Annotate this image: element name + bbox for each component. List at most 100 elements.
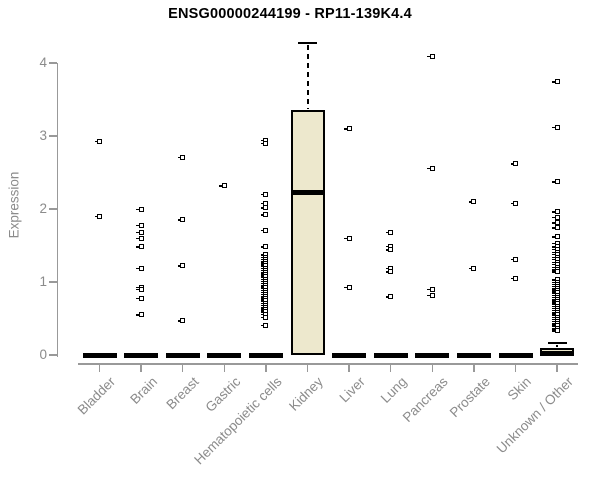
outlier-point (136, 244, 144, 250)
outlier-point (136, 222, 144, 228)
x-axis-tick (98, 363, 101, 372)
y-axis-label: Expression (6, 171, 22, 239)
median-line (456, 352, 491, 358)
outlier-point (136, 295, 144, 301)
median-line (498, 352, 533, 358)
outlier-point (385, 247, 394, 253)
outlier-point (260, 191, 269, 197)
outlier-point (136, 286, 144, 292)
median-line (540, 351, 575, 357)
outlier-point (260, 244, 269, 250)
y-axis-tick (49, 208, 57, 210)
outlier-point (468, 199, 477, 205)
median-line (248, 352, 283, 358)
y-axis-tick (49, 62, 57, 64)
x-axis-tick (265, 363, 267, 372)
median-line (165, 352, 200, 358)
outlier-point (136, 312, 144, 318)
x-category-label: Liver (336, 374, 368, 406)
outlier-point (344, 284, 352, 290)
y-axis-tick (49, 281, 57, 283)
chart-title: ENSG00000244199 - RP11-139K4.4 (168, 6, 412, 22)
median-line (124, 352, 159, 358)
outlier-point (177, 154, 186, 160)
x-category-label: Unknown / Other (493, 374, 576, 457)
outlier-point (468, 265, 477, 271)
y-tick-label: 4 (39, 55, 47, 70)
y-axis-tick (49, 135, 57, 137)
outlier-point (427, 165, 435, 171)
x-axis-tick (473, 363, 475, 372)
median-line (373, 352, 408, 358)
y-tick-label: 0 (39, 347, 47, 362)
x-axis-tick (431, 363, 434, 372)
whisker-line (556, 345, 559, 347)
outlier-point (385, 229, 394, 235)
outlier-point (260, 227, 269, 233)
outlier-point (552, 209, 560, 215)
x-category-label: Brain (126, 374, 160, 407)
median-line (332, 352, 367, 358)
x-axis-line (78, 363, 578, 365)
outlier-point (260, 212, 269, 218)
outlier-point (94, 138, 102, 144)
outlier-point (427, 53, 435, 59)
outlier-point (552, 124, 560, 130)
outlier-point (94, 213, 102, 219)
whisker-cap (547, 342, 567, 345)
median-line (290, 190, 325, 196)
x-axis-tick (389, 363, 392, 372)
outlier-point (219, 183, 227, 189)
outlier-point (510, 200, 518, 206)
median-line (415, 352, 450, 358)
outlier-point (552, 179, 560, 185)
outlier-point (177, 318, 186, 324)
y-tick-label: 1 (39, 274, 47, 289)
x-axis-tick (556, 363, 558, 372)
outlier-point (552, 220, 560, 226)
whisker-line (306, 45, 309, 109)
x-category-label: Gastric (202, 374, 243, 415)
outlier-point (136, 235, 144, 241)
outlier-point (510, 256, 518, 262)
median-line (207, 352, 242, 358)
y-axis-tick (49, 354, 57, 356)
outlier-point (427, 292, 435, 298)
x-axis-tick (140, 363, 142, 372)
x-category-label: Skin (504, 374, 535, 404)
y-tick-label: 2 (39, 201, 47, 216)
outlier-point (136, 206, 144, 212)
outlier-point (136, 229, 144, 235)
x-axis-tick (223, 363, 226, 372)
outlier-point (177, 217, 186, 223)
outlier-point (260, 140, 269, 146)
x-axis-tick (181, 363, 184, 372)
outlier-point (344, 126, 352, 132)
x-axis-tick (348, 363, 350, 372)
outlier-point (510, 161, 518, 167)
x-category-label: Kidney (286, 374, 327, 414)
x-category-label: Prostate (446, 374, 493, 421)
outlier-point (552, 234, 560, 240)
x-axis-tick (306, 363, 309, 372)
outlier-point (260, 322, 269, 328)
outlier-point (177, 263, 186, 269)
outlier-point (510, 275, 518, 281)
outlier-point (136, 265, 144, 271)
outlier-point (260, 314, 269, 320)
outlier-point (552, 328, 560, 334)
whisker-cap (298, 42, 317, 45)
outlier-point (385, 269, 394, 275)
x-category-label: Lung (377, 374, 410, 406)
outlier-point (552, 269, 560, 275)
outlier-point (552, 79, 560, 85)
outlier-point (385, 294, 394, 300)
box-body (290, 109, 325, 355)
x-category-label: Bladder (74, 374, 119, 418)
outlier-point (344, 235, 352, 241)
x-category-label: Breast (163, 374, 202, 413)
median-line (82, 352, 117, 358)
outlier-point (552, 225, 560, 231)
x-axis-tick (514, 363, 517, 372)
